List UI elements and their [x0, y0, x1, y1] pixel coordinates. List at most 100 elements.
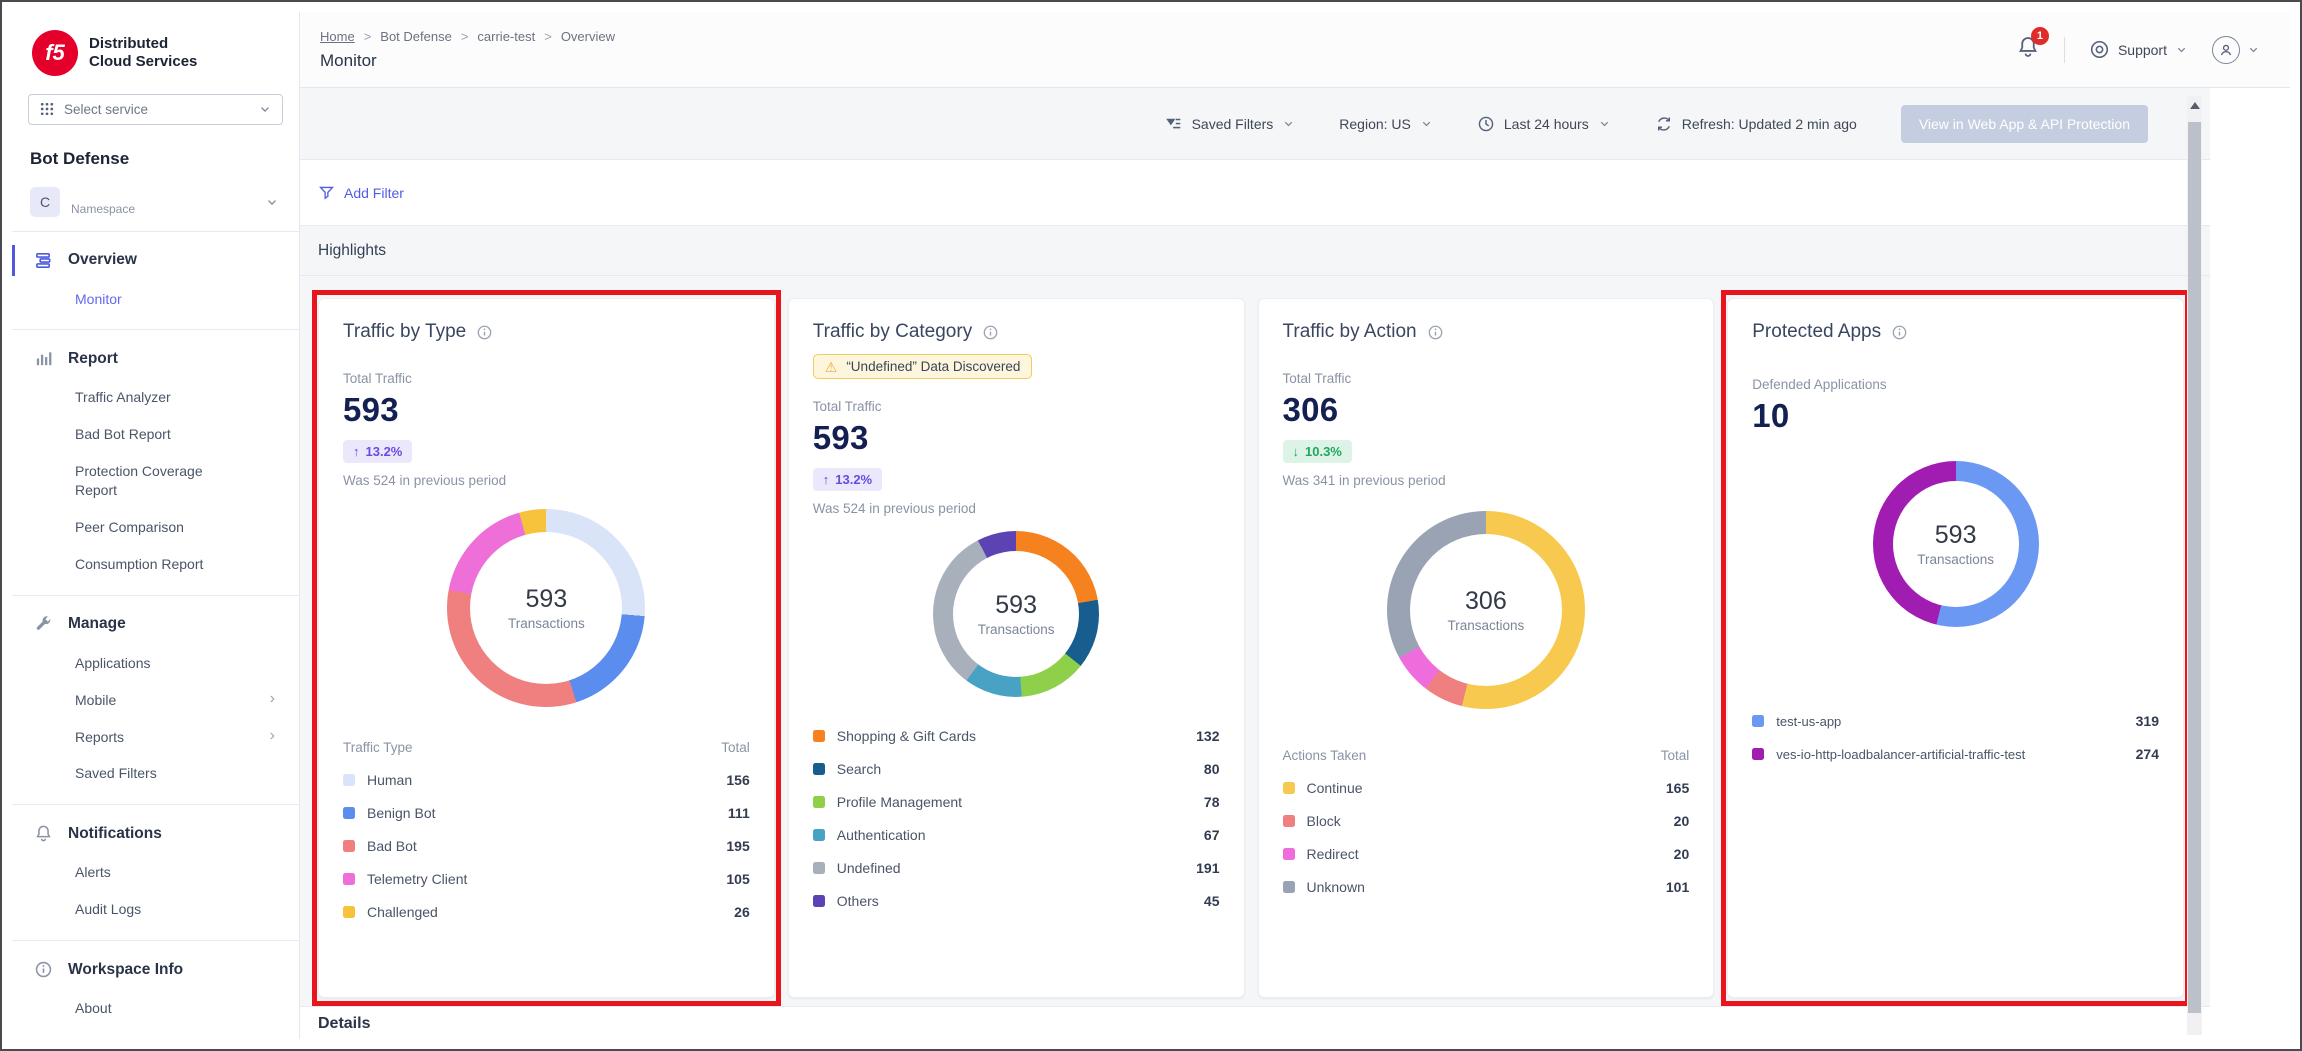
refresh-button[interactable]: Refresh: Updated 2 min ago [1655, 115, 1857, 133]
saved-filters-dropdown[interactable]: Saved Filters [1165, 115, 1296, 133]
sidebar-item[interactable]: Mobile › [12, 682, 299, 719]
scrollbar-thumb[interactable] [2188, 122, 2201, 1013]
stat-note: Was 524 in previous period [812, 501, 976, 516]
legend-row[interactable]: test-us-app 319 [1752, 711, 2159, 731]
legend-row[interactable]: Benign Bot 111 [343, 803, 750, 823]
legend-row[interactable]: Undefined 191 [812, 858, 1220, 878]
sidebar-item[interactable]: Applications › [12, 645, 299, 682]
sidebar-item[interactable]: Consumption Report › [12, 546, 299, 583]
add-filter-button[interactable]: Add Filter [318, 184, 404, 201]
stat-label: Total Traffic [812, 399, 882, 414]
undefined-data-warning[interactable]: ⚠ “Undefined” Data Discovered [812, 354, 1033, 379]
sidebar-item-report[interactable]: Report [12, 338, 299, 379]
donut-chart[interactable]: 593 Transactions [447, 509, 646, 707]
brand-logo[interactable]: f5 Distributed Cloud Services [12, 12, 299, 88]
breadcrumb-item[interactable]: Overview [561, 29, 615, 44]
info-icon[interactable] [476, 324, 493, 341]
sidebar-item[interactable]: Saved Filters › [12, 755, 299, 792]
view-in-waap-button[interactable]: View in Web App & API Protection [1900, 104, 2148, 143]
legend-label: ves-io-http-loadbalancer-artificial-traf… [1776, 746, 2026, 762]
legend-row[interactable]: Telemetry Client 105 [343, 869, 750, 889]
card-traffic-by-type: Traffic by Type Total Traffic 593 ↑ [312, 290, 781, 1006]
donut-area: 593 Transactions [343, 488, 750, 728]
sidebar-item-overview[interactable]: Overview [12, 240, 299, 281]
legend-label: Redirect [1306, 846, 1359, 862]
breadcrumb-item[interactable]: Bot Defense [380, 29, 468, 44]
sidebar-item-label: Peer Comparison [75, 518, 184, 535]
donut-area: 593 Transactions [1752, 435, 2159, 653]
sidebar-item[interactable]: About › [12, 990, 299, 1027]
sidebar-item[interactable]: Bad Bot Report › [12, 416, 299, 453]
legend-label: Profile Management [836, 794, 963, 810]
donut-chart[interactable]: 306 Transactions [1386, 511, 1585, 709]
notification-badge: 1 [2030, 27, 2049, 45]
legend-row[interactable]: Bad Bot 195 [343, 836, 750, 856]
sidebar-item[interactable]: Monitor › [12, 281, 299, 318]
stat-block: Total Traffic 593 ↑ 13.2% Was 524 in pre… [812, 399, 1220, 516]
legend-row[interactable]: Unknown 101 [1282, 877, 1690, 897]
legend-row[interactable]: Challenged 26 [343, 902, 750, 922]
vertical-scrollbar[interactable] [2187, 96, 2202, 1035]
legend-row[interactable]: Search 80 [812, 759, 1220, 779]
sidebar-item-manage[interactable]: Manage [12, 604, 299, 645]
legend-row[interactable]: Redirect 20 [1282, 844, 1689, 864]
delta-value: 13.2% [835, 472, 873, 487]
breadcrumb-item[interactable]: Home [320, 29, 371, 44]
legend-swatch [343, 774, 355, 786]
sidebar-item-workspace-info[interactable]: Workspace Info [12, 949, 299, 990]
select-service-dropdown[interactable]: Select service [28, 94, 283, 125]
support-menu[interactable]: Support [2089, 39, 2188, 60]
account-menu[interactable] [2212, 35, 2260, 64]
sidebar-item[interactable]: Alerts › [12, 854, 299, 891]
info-icon[interactable] [1427, 324, 1444, 341]
chevron-right-icon: › [269, 689, 275, 707]
legend-row[interactable]: Profile Management 78 [812, 792, 1220, 812]
legend-value: 78 [1203, 794, 1220, 810]
legend: Traffic Type Total Human [343, 740, 750, 935]
scroll-up-arrow-icon[interactable] [2189, 102, 2200, 109]
breadcrumb-item[interactable]: carrie-test [477, 29, 551, 44]
breadcrumb-block: Home Bot Defense carrie-test Overview Mo… [320, 29, 615, 71]
sidebar-item[interactable]: Traffic Analyzer › [12, 379, 299, 416]
legend-row[interactable]: Block 20 [1282, 811, 1689, 831]
info-icon[interactable] [982, 324, 999, 341]
sidebar-item-label: Applications [75, 654, 151, 671]
legend-value: 319 [2135, 713, 2159, 729]
stat-block: Total Traffic 593 ↑ 13.2% Was 524 in pre… [343, 371, 750, 488]
breadcrumb-label: carrie-test [477, 28, 536, 44]
content-pane: Saved Filters Region: US [300, 88, 2290, 1039]
card-title: Traffic by Action [1282, 321, 1417, 342]
sidebar-item-notifications[interactable]: Notifications [12, 813, 299, 854]
legend-row[interactable]: Shopping & Gift Cards 132 [812, 726, 1220, 746]
sidebar-item-label: Monitor [75, 290, 122, 307]
region-dropdown[interactable]: Region: US [1339, 116, 1433, 132]
breadcrumb-label: Home [320, 28, 355, 44]
sidebar-item[interactable]: Audit Logs › [12, 891, 299, 928]
legend-value: 195 [726, 838, 750, 854]
sidebar-item-label: Notifications [68, 824, 162, 842]
legend-label: Undefined [836, 860, 901, 876]
legend-row[interactable]: Others 45 [812, 891, 1220, 911]
time-range-dropdown[interactable]: Last 24 hours [1477, 115, 1611, 133]
legend-rows: Human 156 Benign Bot 111 [343, 770, 750, 922]
legend-value: 101 [1665, 879, 1690, 895]
donut-area: 593 Transactions [813, 516, 1220, 712]
donut-center-value: 593 [995, 591, 1037, 619]
legend: Actions Taken Total Continue [1282, 748, 1690, 910]
chevron-down-icon [2247, 43, 2260, 56]
namespace-selector[interactable]: C Namespace [12, 169, 299, 232]
sidebar-item[interactable]: Protection Coverage Report › [12, 453, 299, 509]
nav-section-notifications: Notifications Alerts › Audit Logs › [12, 805, 299, 942]
warning-text: “Undefined” Data Discovered [846, 359, 1021, 374]
legend-swatch [1282, 848, 1295, 860]
sidebar-item[interactable]: Peer Comparison › [12, 509, 299, 546]
legend-row[interactable]: Continue 165 [1282, 778, 1689, 798]
notifications-button[interactable]: 1 [2016, 27, 2049, 64]
info-icon[interactable] [1891, 324, 1908, 341]
donut-chart[interactable]: 593 Transactions [1872, 461, 2039, 627]
legend-row[interactable]: Authentication 67 [812, 825, 1220, 845]
legend-row[interactable]: Human 156 [343, 770, 750, 790]
legend-row[interactable]: ves-io-http-loadbalancer-artificial-traf… [1752, 744, 2159, 764]
sidebar-item[interactable]: Reports › [12, 719, 299, 756]
donut-chart[interactable]: 593 Transactions [933, 531, 1100, 697]
